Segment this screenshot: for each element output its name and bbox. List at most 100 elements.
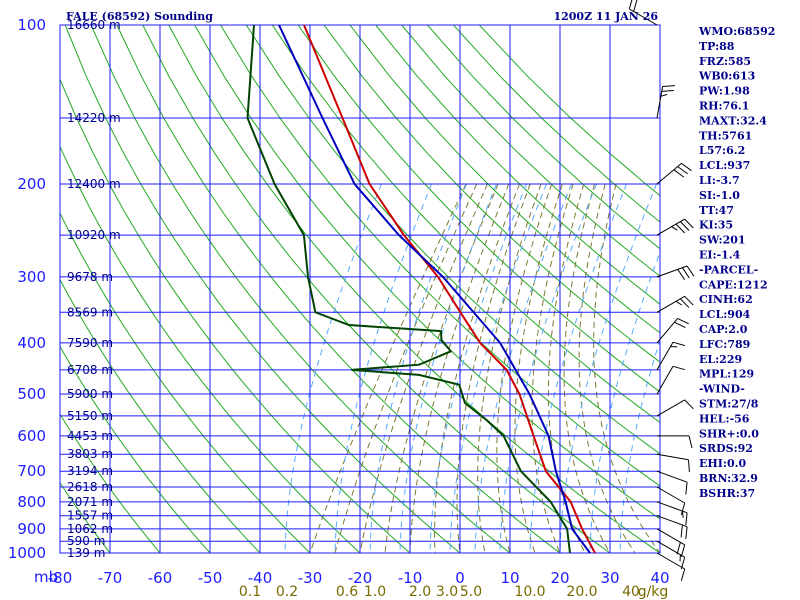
index-item: SI:-1.0	[699, 189, 740, 202]
index-item: LI:-3.7	[699, 174, 740, 187]
pressure-label-500: 500	[17, 385, 46, 403]
wind-barb	[656, 85, 675, 119]
chart-title: FALE (68592) Sounding	[66, 10, 213, 23]
height-label: 1557 m	[67, 509, 113, 523]
index-item: BSHR:37	[699, 487, 755, 500]
height-label: 5150 m	[67, 409, 113, 423]
wind-barb	[656, 501, 688, 526]
index-item: WB0:613	[698, 70, 755, 83]
mixing-ratio-label: 3.0	[436, 584, 458, 600]
index-item: PW:1.98	[699, 85, 750, 98]
pressure-label-800: 800	[17, 493, 46, 511]
wind-barb	[656, 218, 694, 236]
mixing-ratio-label: 20.0	[566, 584, 597, 600]
height-label: 16660 m	[67, 18, 121, 32]
wind-barb	[656, 317, 689, 344]
index-item: LCL:937	[699, 159, 750, 172]
index-item: CINH:62	[699, 293, 753, 306]
index-item: MPL:129	[699, 368, 754, 381]
index-item: LFC:789	[699, 338, 750, 351]
wind-barb	[628, 0, 658, 26]
mixing-ratio-label: 40	[622, 584, 640, 600]
wind-barb	[656, 399, 694, 417]
height-label: 5900 m	[67, 387, 113, 401]
wind-barb	[656, 486, 686, 516]
index-item: RH:76.1	[699, 100, 749, 113]
index-item: LCL:904	[699, 308, 751, 321]
chart-time: 1200Z 11 JAN 26	[553, 10, 658, 23]
pressure-label-200: 200	[17, 175, 46, 193]
temperature-tick-label: -30	[298, 569, 323, 587]
pressure-label-400: 400	[17, 334, 46, 352]
wind-barb	[656, 341, 686, 371]
height-label: 8569 m	[67, 305, 113, 319]
mixing-ratio-label: 0.6	[336, 584, 358, 600]
mixing-ratio-label: 5.0	[460, 584, 482, 600]
index-item: SHR+:0.0	[699, 427, 759, 440]
height-label: 10920 m	[67, 228, 121, 242]
temperature-tick-label: -40	[248, 569, 273, 587]
temperature-tick-label: 40	[650, 569, 669, 587]
wind-barb	[656, 470, 688, 495]
index-item: EL:229	[699, 353, 742, 366]
wind-barb	[656, 295, 694, 313]
wind-barb	[656, 265, 695, 280]
wind-barb	[657, 435, 693, 449]
index-item: -PARCEL-	[699, 263, 758, 276]
pressure-label-300: 300	[17, 268, 46, 286]
index-item: -WIND-	[699, 383, 745, 396]
wind-barb	[656, 552, 686, 582]
index-item: EI:-1.4	[699, 249, 741, 262]
moist-adiabat-line	[531, 183, 574, 553]
height-label: 9678 m	[67, 270, 113, 284]
moist-adiabat-line	[384, 183, 499, 553]
wind-barb	[656, 453, 690, 473]
mixing-ratio-label: g/kg	[638, 584, 669, 600]
index-item: STM:27/8	[699, 398, 759, 411]
parcel-path-line	[278, 25, 591, 553]
index-item: HEL:-56	[699, 412, 750, 425]
index-item: FRZ:585	[699, 55, 751, 68]
index-item: CAP:2.0	[699, 323, 748, 336]
height-label: 2071 m	[67, 495, 113, 509]
height-label: 14220 m	[67, 111, 121, 125]
wind-barb	[656, 515, 688, 540]
index-item: BRN:32.9	[699, 472, 758, 485]
temperature-tick-label: 30	[600, 569, 619, 587]
pressure-label-600: 600	[17, 427, 46, 445]
index-item: TT:47	[699, 204, 734, 217]
temperature-tick-label: -70	[98, 569, 123, 587]
height-label: 12400 m	[67, 177, 121, 191]
pressure-label-1000: 1000	[8, 544, 46, 562]
wind-barb	[656, 365, 686, 395]
pressure-label-100: 100	[17, 16, 46, 34]
index-item: KI:35	[699, 219, 733, 232]
height-label: 590 m	[67, 534, 105, 548]
height-label: 4453 m	[67, 429, 113, 443]
height-label: 3803 m	[67, 447, 113, 461]
temperature-tick-label: 20	[550, 569, 569, 587]
plot-frame	[59, 24, 661, 554]
mixing-ratio-label: 10.0	[514, 584, 545, 600]
x-axis-unit-label: mb	[34, 568, 58, 586]
mixing-ratio-label: 2.0	[409, 584, 431, 600]
index-item: EHI:0.0	[699, 457, 746, 470]
mixing-ratio-label: 0.1	[239, 584, 261, 600]
index-item: TH:5761	[699, 129, 752, 142]
height-label: 6708 m	[67, 363, 113, 377]
temperature-tick-label: -10	[398, 569, 423, 587]
index-item: CAPE:1212	[699, 278, 768, 291]
pressure-label-900: 900	[17, 520, 46, 538]
mixing-ratio-label: 0.2	[276, 584, 298, 600]
index-item: L57:6.2	[699, 144, 745, 157]
temperature-tick-label: -20	[348, 569, 373, 587]
indices-panel: WMO:68592 TP:88 FRZ:585 WB0:613 PW:1.98 RH:76…	[698, 25, 775, 500]
moist-adiabat-line	[514, 183, 563, 553]
temperature-tick-label: 0	[455, 569, 465, 587]
temperature-tick-label: -60	[148, 569, 173, 587]
index-item: WMO:68592	[698, 25, 775, 38]
temperature-line	[303, 25, 596, 553]
height-label: 7590 m	[67, 336, 113, 350]
moist-adiabat-line	[496, 183, 553, 553]
